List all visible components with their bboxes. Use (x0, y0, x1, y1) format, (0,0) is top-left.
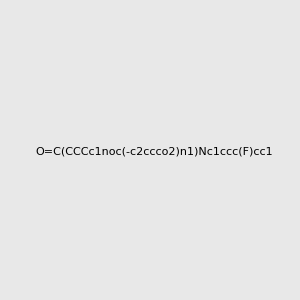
Text: O=C(CCCc1noc(-c2ccco2)n1)Nc1ccc(F)cc1: O=C(CCCc1noc(-c2ccco2)n1)Nc1ccc(F)cc1 (35, 146, 273, 157)
